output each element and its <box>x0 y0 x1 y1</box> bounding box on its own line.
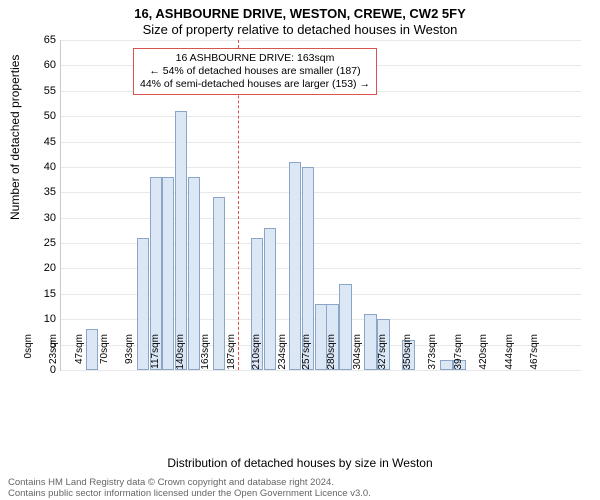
xtick-label: 47sqm <box>74 334 85 374</box>
ytick-label: 10 <box>44 313 56 325</box>
ytick-label: 60 <box>44 59 56 71</box>
ytick-label: 40 <box>44 161 56 173</box>
annotation-box: 16 ASHBOURNE DRIVE: 163sqm← 54% of detac… <box>133 48 377 95</box>
xtick-label: 467sqm <box>529 334 540 374</box>
chart-container: 16 ASHBOURNE DRIVE: 163sqm← 54% of detac… <box>60 40 580 410</box>
xtick-label: 350sqm <box>402 334 413 374</box>
ytick-label: 20 <box>44 262 56 274</box>
histogram-bar <box>264 228 276 370</box>
xtick-label: 23sqm <box>48 334 59 374</box>
xtick-label: 93sqm <box>124 334 135 374</box>
ytick-label: 30 <box>44 212 56 224</box>
ytick-label: 55 <box>44 85 56 97</box>
ytick-label: 15 <box>44 288 56 300</box>
gridline <box>61 370 581 371</box>
gridline <box>61 167 581 168</box>
xtick-label: 327sqm <box>377 334 388 374</box>
histogram-bar <box>86 329 98 370</box>
xtick-label: 140sqm <box>175 334 186 374</box>
plot-area: 16 ASHBOURNE DRIVE: 163sqm← 54% of detac… <box>60 40 581 371</box>
ytick-label: 25 <box>44 237 56 249</box>
xtick-label: 420sqm <box>478 334 489 374</box>
histogram-bar <box>364 314 376 370</box>
xtick-label: 187sqm <box>226 334 237 374</box>
footer-line2: Contains public sector information licen… <box>8 488 371 499</box>
chart-title-line1: 16, ASHBOURNE DRIVE, WESTON, CREWE, CW2 … <box>0 6 600 21</box>
footer-line1: Contains HM Land Registry data © Crown c… <box>8 477 334 488</box>
gridline <box>61 116 581 117</box>
histogram-bar <box>339 284 351 370</box>
x-axis-label: Distribution of detached houses by size … <box>0 456 600 470</box>
chart-title-line2: Size of property relative to detached ho… <box>0 22 600 37</box>
gridline <box>61 192 581 193</box>
gridline <box>61 40 581 41</box>
histogram-bar <box>440 360 452 370</box>
ytick-label: 50 <box>44 110 56 122</box>
xtick-label: 444sqm <box>504 334 515 374</box>
annotation-line: 16 ASHBOURNE DRIVE: 163sqm <box>140 52 370 65</box>
histogram-bar <box>213 197 225 370</box>
xtick-label: 373sqm <box>427 334 438 374</box>
xtick-label: 163sqm <box>200 334 211 374</box>
histogram-bar <box>137 238 149 370</box>
annotation-line: 44% of semi-detached houses are larger (… <box>140 78 370 91</box>
xtick-label: 397sqm <box>453 334 464 374</box>
xtick-label: 234sqm <box>277 334 288 374</box>
histogram-bar <box>289 162 301 370</box>
annotation-line: ← 54% of detached houses are smaller (18… <box>140 65 370 78</box>
y-axis-label: Number of detached properties <box>8 55 22 220</box>
histogram-bar <box>188 177 200 370</box>
xtick-label: 70sqm <box>99 334 110 374</box>
xtick-label: 280sqm <box>326 334 337 374</box>
xtick-label: 257sqm <box>301 334 312 374</box>
histogram-bar <box>162 177 174 370</box>
xtick-label: 117sqm <box>150 334 161 374</box>
ytick-label: 65 <box>44 34 56 46</box>
gridline <box>61 142 581 143</box>
ytick-label: 35 <box>44 186 56 198</box>
xtick-label: 0sqm <box>23 334 34 374</box>
histogram-bar <box>175 111 187 370</box>
xtick-label: 304sqm <box>352 334 363 374</box>
ytick-label: 45 <box>44 136 56 148</box>
gridline <box>61 218 581 219</box>
xtick-label: 210sqm <box>251 334 262 374</box>
